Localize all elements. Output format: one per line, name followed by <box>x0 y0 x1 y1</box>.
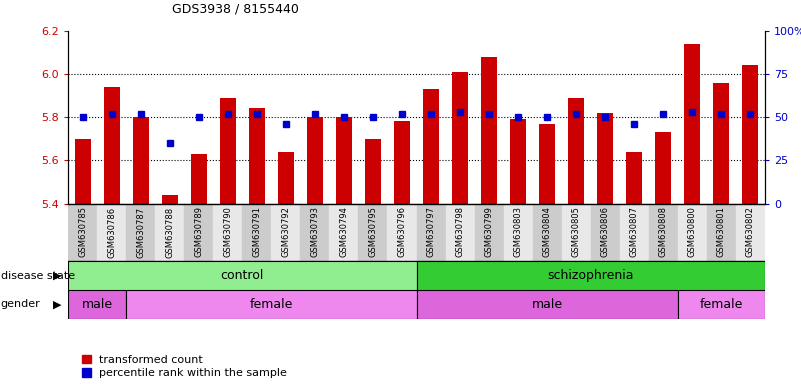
Bar <box>191 154 207 204</box>
Bar <box>242 204 272 261</box>
Legend: transformed count, percentile rank within the sample: transformed count, percentile rank withi… <box>82 355 288 379</box>
Bar <box>68 261 417 290</box>
Bar <box>74 139 91 204</box>
Bar <box>300 204 329 261</box>
Text: GSM630798: GSM630798 <box>456 207 465 257</box>
Bar <box>68 290 127 319</box>
Text: GSM630785: GSM630785 <box>78 207 87 257</box>
Text: ▶: ▶ <box>53 299 62 310</box>
Text: schizophrenia: schizophrenia <box>548 269 634 282</box>
Text: male: male <box>82 298 113 311</box>
Bar <box>184 204 213 261</box>
Text: GSM630789: GSM630789 <box>195 207 203 257</box>
Bar <box>452 72 468 204</box>
Bar <box>539 124 555 204</box>
Bar <box>155 204 184 261</box>
Bar <box>655 132 671 204</box>
Bar <box>162 195 178 204</box>
Bar <box>626 152 642 204</box>
Bar <box>445 204 474 261</box>
Text: gender: gender <box>1 299 41 310</box>
Text: GSM630800: GSM630800 <box>688 207 697 257</box>
Bar <box>510 119 526 204</box>
Bar <box>103 87 119 204</box>
Bar <box>684 44 700 204</box>
Text: GSM630793: GSM630793 <box>311 207 320 257</box>
Text: GSM630807: GSM630807 <box>630 207 638 257</box>
Bar <box>394 121 410 204</box>
Bar <box>127 290 417 319</box>
Bar <box>68 204 97 261</box>
Bar <box>417 261 765 290</box>
Bar <box>278 152 294 204</box>
Bar <box>417 290 678 319</box>
Text: GSM630802: GSM630802 <box>746 207 755 257</box>
Bar <box>562 204 590 261</box>
Bar <box>329 204 359 261</box>
Text: GSM630806: GSM630806 <box>601 207 610 257</box>
Bar <box>736 204 765 261</box>
Text: GSM630803: GSM630803 <box>513 207 522 257</box>
Bar <box>590 204 620 261</box>
Bar <box>272 204 300 261</box>
Bar <box>213 204 242 261</box>
Text: GSM630787: GSM630787 <box>136 207 145 258</box>
Bar <box>307 117 323 204</box>
Text: female: female <box>250 298 293 311</box>
Text: GDS3938 / 8155440: GDS3938 / 8155440 <box>172 2 299 15</box>
Bar <box>249 109 265 204</box>
Text: GSM630792: GSM630792 <box>281 207 290 257</box>
Bar <box>423 89 439 204</box>
Bar <box>359 204 388 261</box>
Text: GSM630805: GSM630805 <box>572 207 581 257</box>
Text: GSM630795: GSM630795 <box>368 207 377 257</box>
Bar <box>706 204 736 261</box>
Bar <box>504 204 533 261</box>
Text: GSM630794: GSM630794 <box>340 207 348 257</box>
Text: control: control <box>220 269 264 282</box>
Bar <box>678 204 706 261</box>
Bar <box>568 98 584 204</box>
Bar <box>598 113 614 204</box>
Bar <box>219 98 235 204</box>
Bar <box>649 204 678 261</box>
Text: GSM630808: GSM630808 <box>659 207 668 257</box>
Bar <box>481 56 497 204</box>
Text: GSM630797: GSM630797 <box>427 207 436 257</box>
Text: disease state: disease state <box>1 270 75 281</box>
Bar <box>743 65 759 204</box>
Bar <box>365 139 381 204</box>
Bar <box>474 204 504 261</box>
Text: female: female <box>700 298 743 311</box>
Bar <box>97 204 127 261</box>
Bar <box>678 290 765 319</box>
Text: GSM630801: GSM630801 <box>717 207 726 257</box>
Bar <box>388 204 417 261</box>
Text: ▶: ▶ <box>53 270 62 281</box>
Text: GSM630791: GSM630791 <box>252 207 261 257</box>
Bar <box>620 204 649 261</box>
Text: GSM630788: GSM630788 <box>165 207 174 258</box>
Bar <box>714 83 730 204</box>
Bar <box>133 117 149 204</box>
Text: male: male <box>532 298 563 311</box>
Bar <box>417 204 445 261</box>
Text: GSM630796: GSM630796 <box>397 207 406 257</box>
Text: GSM630786: GSM630786 <box>107 207 116 258</box>
Bar <box>127 204 155 261</box>
Text: GSM630799: GSM630799 <box>485 207 493 257</box>
Bar <box>336 117 352 204</box>
Bar <box>533 204 562 261</box>
Text: GSM630790: GSM630790 <box>223 207 232 257</box>
Text: GSM630804: GSM630804 <box>543 207 552 257</box>
